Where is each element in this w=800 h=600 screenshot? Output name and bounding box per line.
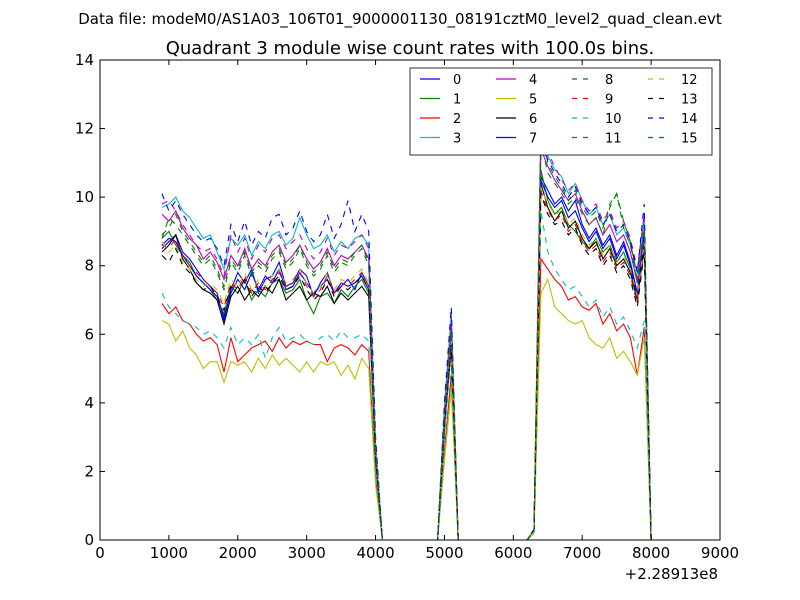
legend-label-8: 8: [605, 73, 613, 88]
x-tick-label: 5000: [425, 544, 463, 562]
x-offset-label: +2.28913e8: [625, 565, 718, 583]
y-tick-label: 10: [75, 188, 94, 206]
x-tick-label: 1000: [150, 544, 188, 562]
legend-label-2: 2: [453, 112, 461, 127]
x-tick-label: 7000: [563, 544, 601, 562]
x-tick-label: 0: [95, 544, 105, 562]
legend-label-0: 0: [453, 73, 461, 88]
legend-label-14: 14: [681, 112, 698, 127]
legend-label-4: 4: [529, 73, 537, 88]
series-line-11: [161, 131, 652, 541]
legend-label-3: 3: [453, 132, 461, 147]
axes-frame: [99, 59, 721, 541]
legend-label-7: 7: [529, 132, 537, 147]
y-tick-label: 8: [84, 257, 94, 275]
legend-label-10: 10: [605, 112, 622, 127]
chart-suptitle: Data file: modeM0/AS1A03_106T01_90000011…: [78, 10, 722, 29]
x-tick-label: 4000: [356, 544, 394, 562]
y-tick-label: 2: [84, 462, 94, 480]
legend-label-5: 5: [529, 93, 537, 108]
y-tick-label: 12: [75, 120, 94, 138]
legend-label-15: 15: [681, 132, 698, 147]
legend-label-6: 6: [529, 112, 537, 127]
legend-label-11: 11: [605, 132, 622, 147]
y-tick-label: 14: [75, 51, 94, 69]
legend-box: [409, 67, 713, 156]
y-tick-label: 6: [84, 325, 94, 343]
legend-label-1: 1: [453, 93, 461, 108]
series-line-15: [161, 142, 652, 541]
legend-label-13: 13: [681, 93, 698, 108]
chart-title: Quadrant 3 module wise count rates with …: [166, 38, 655, 59]
ticks-layer: 0 1000 2000 3000 4000 5000 6000 7000 8000 9000 0 2 4…: [75, 51, 739, 562]
y-tick-label: 4: [84, 394, 94, 412]
series-line-9: [161, 190, 652, 541]
x-tick-label: 9000: [701, 544, 739, 562]
x-tick-label: 6000: [494, 544, 532, 562]
series-line-14: [161, 145, 652, 541]
plot-area: 0 1000 2000 3000 4000 5000 6000 7000 8000 9000 0 2 4…: [75, 51, 739, 562]
legend-label-9: 9: [605, 93, 613, 108]
x-tick-label: 8000: [632, 544, 670, 562]
y-tick-label: 0: [84, 531, 94, 549]
x-tick-label: 3000: [288, 544, 326, 562]
x-tick-label: 2000: [219, 544, 257, 562]
legend-label-12: 12: [681, 73, 698, 88]
series-line-13: [161, 193, 652, 541]
